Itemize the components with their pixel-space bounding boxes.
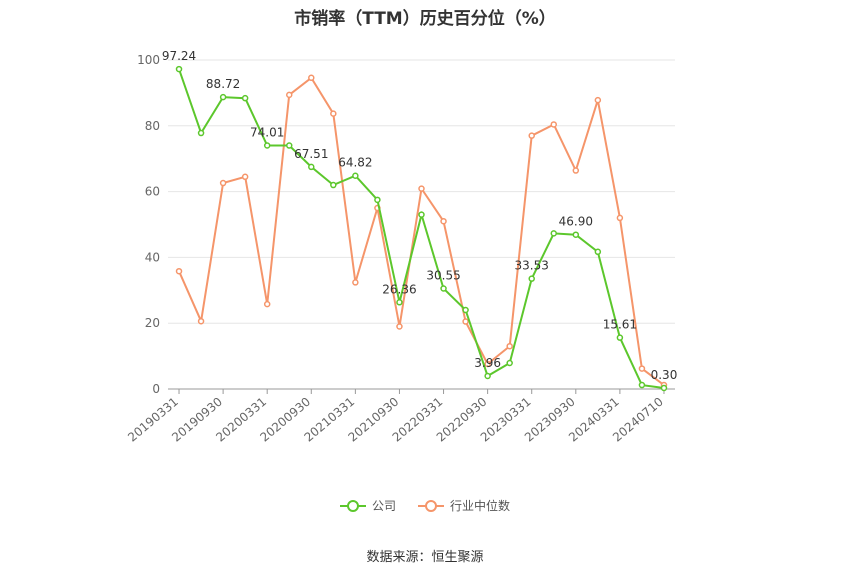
company-data-label: 26.36 xyxy=(382,282,416,296)
company-data-point xyxy=(506,359,513,367)
company-data-point xyxy=(572,231,580,238)
industry-median-data-point xyxy=(285,91,293,99)
y-tick-label: 0 xyxy=(152,382,160,396)
company-data-label: 67.51 xyxy=(294,147,328,161)
company-data-point xyxy=(528,275,535,282)
industry-median-data-point xyxy=(462,318,469,325)
company-data-point xyxy=(484,372,491,380)
data-labels: 97.24 88.72 74.01 67.51 64.82 26.36 30.55 3.96 3… xyxy=(162,49,677,382)
company-data-point xyxy=(396,299,403,306)
legend-company-label: 公司 xyxy=(371,499,396,513)
company-data-label: 3.96 xyxy=(474,356,501,370)
company-data-point xyxy=(308,163,315,171)
industry-median-data-point xyxy=(241,173,249,181)
company-data-point xyxy=(616,334,624,341)
industry-median-data-point xyxy=(175,267,183,275)
legend-company-marker xyxy=(339,499,366,512)
company-data-point xyxy=(374,196,381,204)
company-data-label: 88.72 xyxy=(206,77,240,91)
company-data-label: 74.01 xyxy=(250,126,284,140)
company-data-point xyxy=(219,93,227,101)
industry-median-data-point xyxy=(506,342,513,350)
legend-item-industry-median[interactable]: 行业中位数 xyxy=(418,497,510,514)
company-data-label: 46.90 xyxy=(559,215,593,229)
legend-item-company[interactable]: 公司 xyxy=(339,497,396,514)
company-data-point xyxy=(197,129,205,137)
industry-median-data-point xyxy=(330,110,337,117)
company-data-point xyxy=(175,65,183,73)
industry-median-data-point xyxy=(219,179,227,187)
industry-median-data-point xyxy=(550,121,558,128)
company-data-point xyxy=(462,306,469,314)
industry-median-data-point xyxy=(352,279,359,286)
industry-median-data-point xyxy=(396,323,403,330)
industry-median-data-point xyxy=(572,167,580,174)
chart-title: 市销率（TTM）历史百分位（%） xyxy=(294,9,556,29)
company-data-point xyxy=(594,248,602,256)
company-data-label: 64.82 xyxy=(338,156,372,170)
industry-median-data-point xyxy=(528,132,535,139)
company-data-point xyxy=(263,142,271,149)
company-data-label: 97.24 xyxy=(162,49,196,63)
company-data-point xyxy=(352,172,359,179)
legend-industry-label: 行业中位数 xyxy=(450,499,511,513)
industry-median-data-point xyxy=(616,214,624,222)
series-lines xyxy=(175,65,668,392)
company-data-label: 30.55 xyxy=(426,268,460,282)
company-data-point xyxy=(660,384,668,392)
industry-median-series-line xyxy=(178,76,665,386)
industry-median-data-point xyxy=(638,365,646,372)
company-data-point xyxy=(418,211,425,218)
company-data-point xyxy=(550,230,558,237)
company-data-point xyxy=(330,181,337,189)
company-data-point xyxy=(638,381,646,389)
y-tick-label: 40 xyxy=(145,250,160,264)
industry-median-data-point xyxy=(197,317,205,325)
company-data-point xyxy=(440,285,447,292)
company-data-label: 33.53 xyxy=(515,259,549,273)
legend-industry-marker xyxy=(418,499,444,512)
legend: 公司 行业中位数 xyxy=(0,497,850,514)
industry-median-data-point xyxy=(418,185,425,192)
industry-median-data-point xyxy=(308,74,315,82)
industry-median-data-point xyxy=(594,96,602,104)
industry-median-data-point xyxy=(440,217,447,225)
company-data-point xyxy=(285,142,293,149)
company-data-label: 15.61 xyxy=(603,318,637,332)
y-tick-label: 100 xyxy=(137,53,160,67)
y-tick-label: 80 xyxy=(145,119,160,133)
industry-median-data-point xyxy=(263,300,271,308)
company-data-label: 0.30 xyxy=(651,368,678,382)
industry-median-data-point xyxy=(484,360,491,368)
y-tick-label: 60 xyxy=(145,185,160,199)
y-tick-label: 20 xyxy=(145,316,160,330)
source-note: 数据来源：恒生聚源 xyxy=(366,550,484,565)
company-data-point xyxy=(241,94,249,102)
